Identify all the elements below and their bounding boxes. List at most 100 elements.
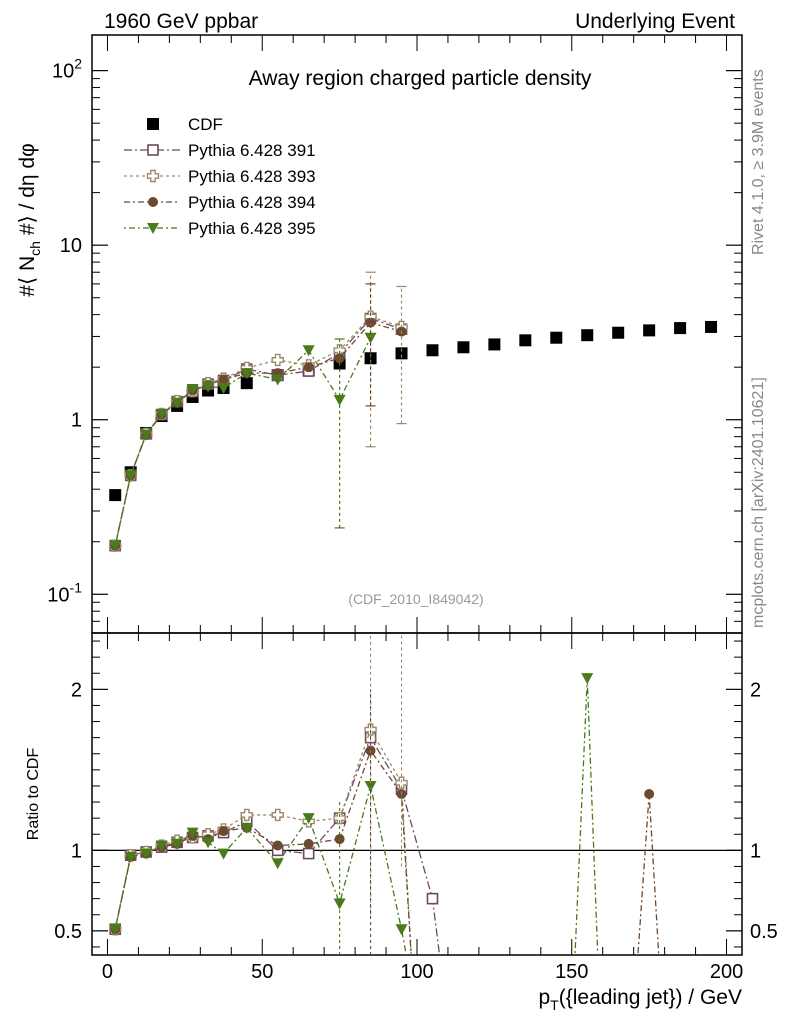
main-plot-title: Away region charged particle density bbox=[249, 67, 592, 90]
ratio-point bbox=[240, 808, 253, 822]
ratio-series-group bbox=[109, 633, 660, 955]
x-tick-label: 100 bbox=[400, 961, 433, 983]
ratio-point bbox=[217, 848, 230, 860]
main-point bbox=[488, 338, 501, 351]
main-point bbox=[202, 381, 215, 393]
legend-label: CDF bbox=[188, 115, 223, 134]
rivet-label: Rivet 4.1.0, ≥ 3.9M events bbox=[750, 69, 767, 255]
legend-marker bbox=[147, 118, 159, 130]
main-y-tick-label: 10 bbox=[60, 235, 82, 257]
legend: CDF Pythia 6.428 391 Pythia 6.428 393 Pythi… bbox=[124, 115, 316, 238]
main-point bbox=[218, 374, 229, 385]
ratio-point bbox=[581, 673, 594, 685]
main-y-tick-label: 1 bbox=[71, 410, 82, 432]
x-tick-label: 200 bbox=[710, 961, 743, 983]
main-point bbox=[155, 408, 168, 420]
main-point bbox=[302, 345, 315, 357]
main-point bbox=[124, 470, 137, 482]
ratio-y-tick-label-left: 2 bbox=[71, 679, 82, 701]
legend-marker bbox=[146, 169, 160, 183]
main-point bbox=[171, 397, 184, 409]
ratio-point bbox=[302, 813, 315, 825]
main-point bbox=[140, 429, 153, 441]
ratio-y-tick-label-right: 1 bbox=[750, 840, 761, 862]
ratio-point bbox=[333, 811, 346, 825]
main-point bbox=[519, 334, 532, 347]
ratio-y-tick-label-left: 0.5 bbox=[54, 921, 82, 943]
ratio-y-tick-label-left: 1 bbox=[71, 840, 82, 862]
main-point bbox=[109, 540, 122, 552]
main-y-tick-label: 10-1 bbox=[47, 579, 82, 606]
ratio-point bbox=[186, 827, 199, 839]
main-point bbox=[395, 347, 408, 360]
main-point bbox=[186, 383, 199, 395]
ratio-point bbox=[218, 826, 229, 837]
main-point bbox=[705, 320, 718, 333]
ratio-point bbox=[109, 924, 122, 936]
ratio-point bbox=[202, 837, 215, 849]
ratio-y-tick-label-right: 2 bbox=[750, 679, 761, 701]
ratio-point bbox=[272, 840, 283, 851]
ratio-point bbox=[271, 858, 284, 870]
legend-marker bbox=[148, 197, 158, 207]
main-point bbox=[581, 329, 594, 342]
ratio-point bbox=[271, 808, 284, 822]
ratio-point bbox=[240, 822, 253, 834]
ratio-point bbox=[395, 924, 408, 936]
main-point bbox=[303, 362, 314, 373]
main-point bbox=[674, 322, 687, 335]
main-point bbox=[426, 344, 439, 357]
ratio-point bbox=[302, 847, 315, 860]
ratio-point bbox=[171, 838, 184, 850]
main-point bbox=[109, 489, 122, 502]
ratio-series-layer bbox=[109, 633, 660, 955]
main-point bbox=[271, 374, 284, 386]
ratio-point bbox=[364, 723, 377, 736]
ratio-series-line bbox=[114, 678, 599, 955]
main-point bbox=[240, 368, 253, 380]
main-point bbox=[550, 331, 563, 344]
main-point bbox=[240, 377, 253, 390]
legend-marker bbox=[147, 144, 159, 156]
legend-label: Pythia 6.428 393 bbox=[188, 167, 316, 186]
ratio-point bbox=[426, 892, 439, 905]
x-tick-label: 50 bbox=[251, 961, 273, 983]
ratio-point bbox=[303, 838, 314, 849]
main-axis-ticks: 10-1 1 10 102 bbox=[47, 35, 742, 633]
header-energy-label: 1960 GeV ppbar bbox=[104, 10, 258, 33]
ratio-point bbox=[155, 840, 168, 852]
analysis-tag: (CDF_2010_I849042) bbox=[348, 591, 483, 607]
main-point bbox=[217, 382, 230, 394]
legend-label: Pythia 6.428 395 bbox=[188, 219, 316, 238]
ratio-y-axis-label: Ratio to CDF bbox=[25, 748, 42, 841]
ratio-point bbox=[333, 898, 346, 910]
legend-marker bbox=[147, 223, 159, 234]
main-point bbox=[612, 326, 625, 339]
x-tick-label: 0 bbox=[102, 961, 113, 983]
main-series-line bbox=[114, 317, 402, 546]
ratio-series-line bbox=[114, 736, 441, 955]
header-title-label: Underlying Event bbox=[575, 10, 735, 33]
ratio-point bbox=[124, 851, 137, 863]
ratio-axis-ticks: 0.5 0.5 1 1 2 2 0 50 100 150 200 bbox=[54, 633, 778, 983]
main-y-axis-label: #⟨ Nch #⟩ / dη dφ bbox=[16, 143, 43, 296]
ratio-point bbox=[644, 789, 655, 799]
main-series-line bbox=[114, 315, 402, 546]
main-point bbox=[365, 317, 376, 328]
mcplots-label: mcplots.cern.ch [arXiv:2401.10621] bbox=[750, 377, 767, 628]
main-point bbox=[643, 324, 656, 337]
legend-label: Pythia 6.428 391 bbox=[188, 141, 316, 160]
main-point bbox=[457, 341, 470, 354]
main-point bbox=[271, 353, 284, 367]
ratio-point bbox=[395, 776, 408, 789]
main-series-layer bbox=[109, 271, 718, 552]
ratio-point bbox=[140, 848, 153, 860]
x-axis-label: pT({leading jet}) / GeV bbox=[538, 986, 742, 1013]
ratio-y-tick-label-right: 0.5 bbox=[750, 921, 778, 943]
main-point bbox=[364, 352, 377, 365]
main-y-tick-label: 102 bbox=[52, 56, 82, 83]
legend-label: Pythia 6.428 394 bbox=[188, 193, 316, 212]
x-tick-label: 150 bbox=[555, 961, 588, 983]
main-series-line bbox=[114, 321, 402, 546]
